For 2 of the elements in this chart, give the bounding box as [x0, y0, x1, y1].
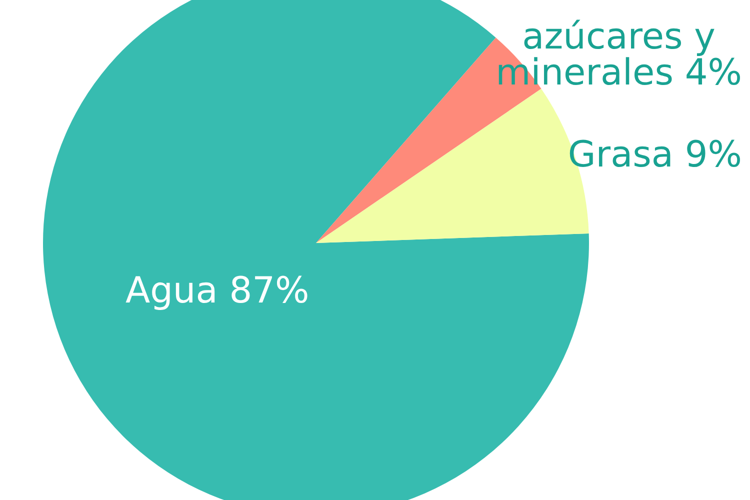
slice-label: Agua 87%	[125, 270, 310, 312]
slice-label: Grasa 9%	[568, 134, 742, 176]
